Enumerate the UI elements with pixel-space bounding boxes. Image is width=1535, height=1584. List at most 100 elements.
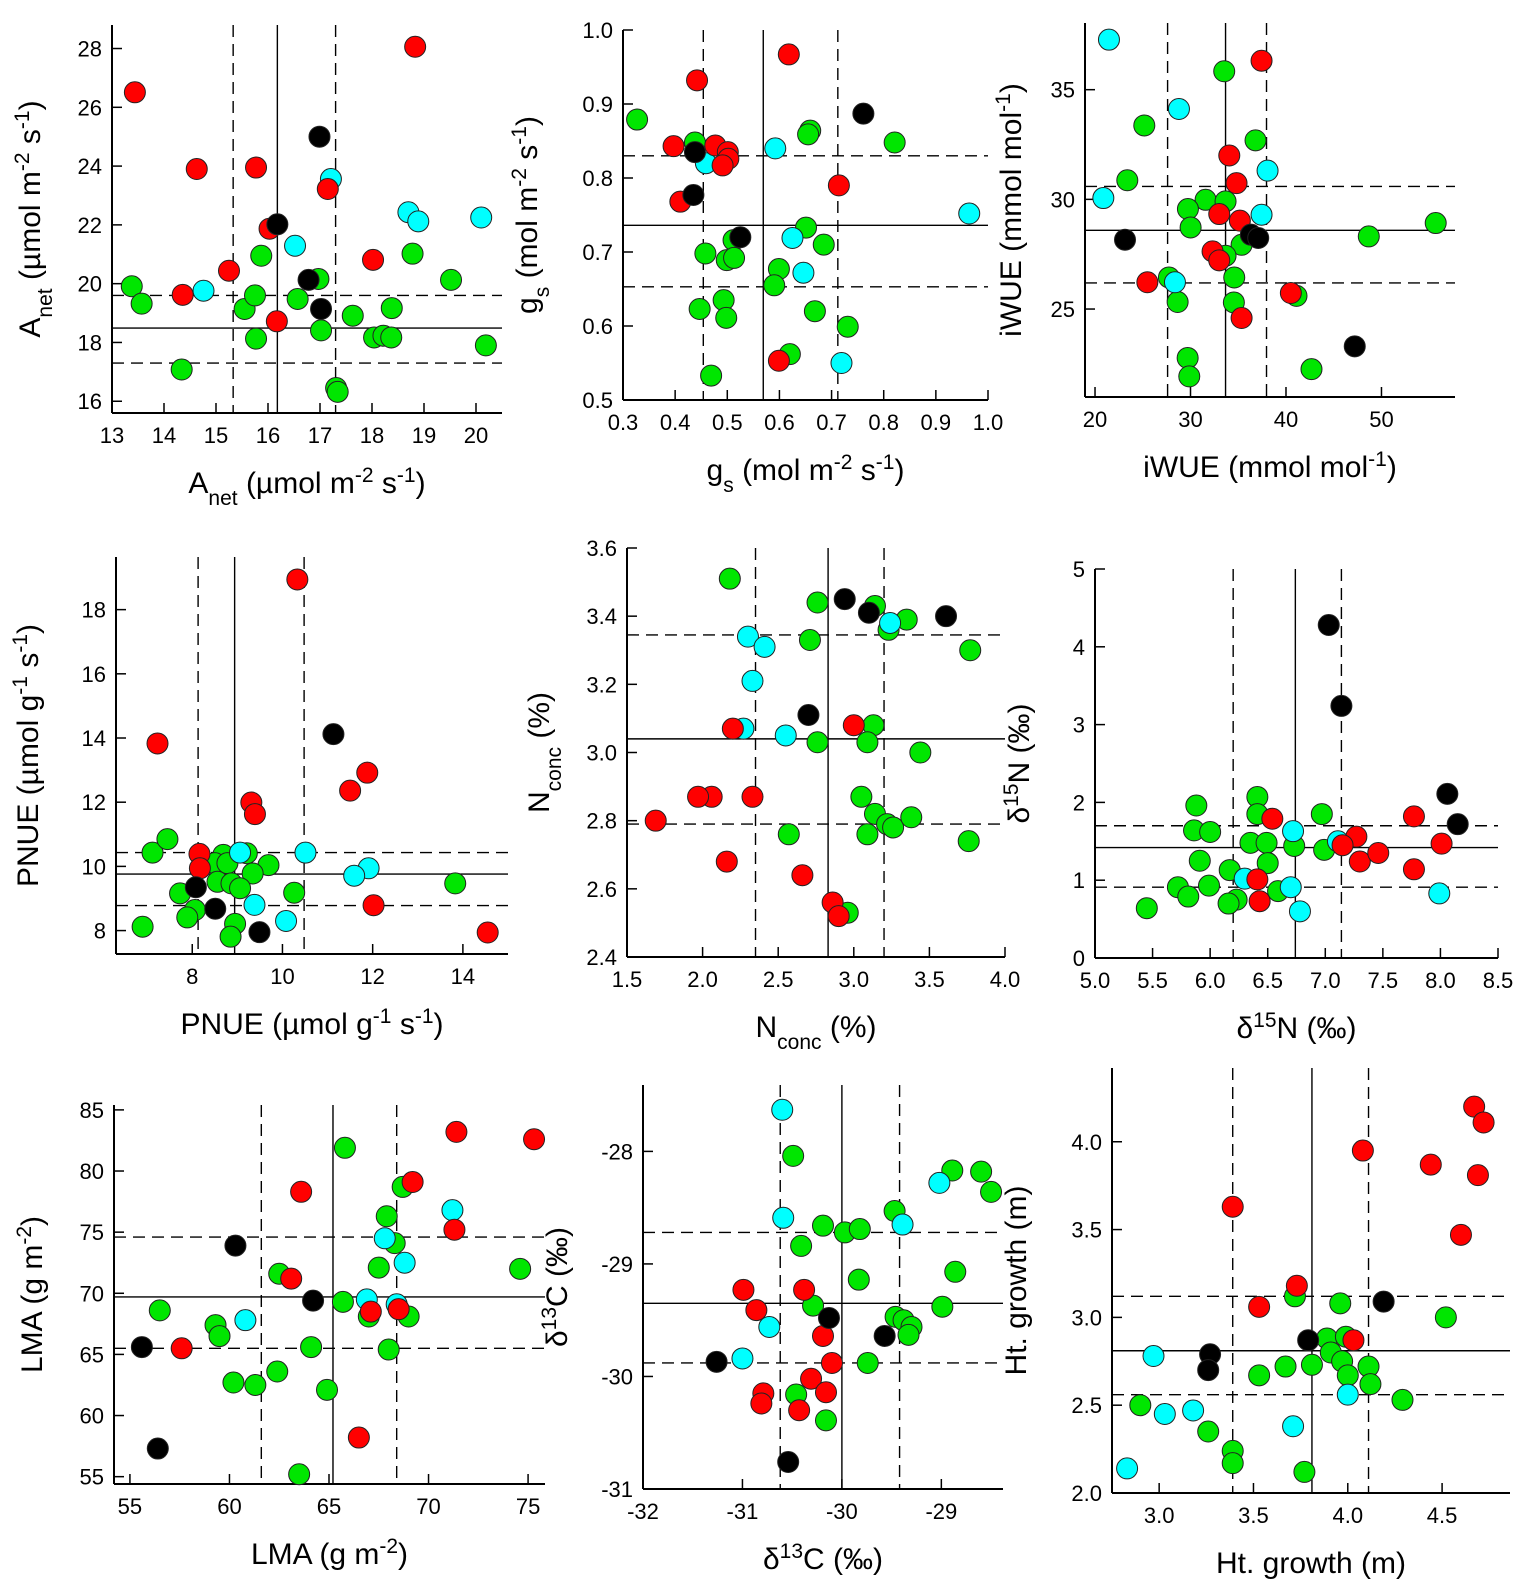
data-point-green (377, 1338, 400, 1361)
y-tick-label: 85 (80, 1098, 104, 1123)
data-point-red (745, 1299, 768, 1322)
data-point-black (204, 897, 227, 920)
data-point-green (266, 1360, 289, 1383)
data-point-red (362, 248, 385, 271)
data-point-red (1430, 832, 1453, 855)
data-point-red (443, 1218, 466, 1241)
data-point-green (341, 304, 364, 327)
y-tick-label: 2.0 (1071, 1481, 1102, 1506)
series-green (1135, 785, 1336, 920)
y-axis-title-part: Ht. growth (m) (1000, 1185, 1033, 1375)
data-point-green (380, 326, 403, 349)
x-tick-label: 40 (1274, 407, 1298, 432)
y-axis-title-part: 13 (538, 1307, 561, 1330)
y-tick-label: 0.7 (582, 240, 613, 265)
data-point-red (1230, 307, 1253, 330)
y-tick-label: 16 (78, 389, 102, 414)
data-point-cyan (772, 1206, 795, 1229)
data-point-green (798, 629, 821, 652)
data-point-green (440, 268, 463, 291)
data-point-black (852, 102, 875, 125)
data-point-green (1176, 346, 1199, 369)
y-axis-title-part: LMA (g m (16, 1245, 49, 1373)
data-point-cyan (781, 226, 804, 249)
data-point-cyan (891, 1213, 914, 1236)
data-point-green (1248, 1364, 1271, 1387)
data-point-green (380, 297, 403, 320)
data-point-red (1351, 1139, 1374, 1162)
x-tick-label: 4.0 (1332, 1503, 1363, 1528)
scatter-panel-1: 13 14 15 16 17 18 19 20 16 18 20 22 24 26 28 Anet (µmol… (11, 25, 502, 510)
data-point-green (244, 284, 266, 307)
series-red (146, 568, 499, 944)
data-point-green (1185, 794, 1208, 817)
series-green (148, 1136, 532, 1486)
x-tick-label: 12 (360, 964, 384, 989)
data-point-cyan (1250, 203, 1273, 226)
y-axis-title: LMA (g m-2) (13, 1216, 50, 1373)
y-tick-label: 0.6 (582, 314, 613, 339)
data-point-black (1330, 694, 1353, 717)
x-tick-label: -32 (627, 1499, 659, 1524)
y-tick-label: 2.8 (586, 809, 617, 834)
data-point-red (827, 174, 850, 197)
data-point-cyan (1182, 1399, 1205, 1422)
data-point-black (266, 213, 289, 236)
data-point-green (286, 287, 309, 310)
data-point-green (1357, 225, 1380, 248)
y-tick-label: 60 (80, 1404, 104, 1429)
data-point-cyan (470, 206, 493, 229)
data-point-green (980, 1180, 1003, 1203)
x-tick-label: -29 (925, 1499, 957, 1524)
y-tick-label: 55 (80, 1465, 104, 1490)
series-green (1129, 1285, 1457, 1483)
x-tick-label: 3.5 (914, 967, 945, 992)
data-point-green (250, 244, 273, 267)
x-tick-label: 8.0 (1425, 968, 1456, 993)
x-axis-title: δ15N (‰) (1236, 1009, 1356, 1046)
x-tick-label: 7.0 (1310, 968, 1341, 993)
x-tick-label: 6.0 (1195, 968, 1226, 993)
series-red (662, 43, 850, 372)
series-cyan (1092, 28, 1279, 294)
x-tick-label: 18 (360, 423, 384, 448)
data-point-cyan (1116, 1457, 1139, 1480)
data-point-black (777, 1450, 800, 1473)
data-point-red (1279, 282, 1302, 305)
data-point-green (718, 567, 741, 590)
series-black (130, 1234, 325, 1460)
data-point-green (1274, 1355, 1297, 1378)
data-point-red (245, 156, 268, 179)
x-axis-title-part: -2 (379, 1535, 398, 1558)
data-point-green (444, 872, 467, 895)
data-point-cyan (1167, 97, 1190, 120)
data-point-red (404, 35, 427, 58)
y-tick-label: 24 (78, 154, 102, 179)
data-point-green (208, 1325, 231, 1348)
data-point-green (1293, 1460, 1316, 1483)
data-point-red (316, 178, 339, 201)
data-point-cyan (771, 1098, 794, 1121)
data-point-green (1133, 114, 1156, 137)
x-axis-title-part: -2 (834, 451, 853, 474)
data-point-red (1225, 172, 1248, 195)
data-point-green (897, 1323, 920, 1346)
data-point-red (445, 1120, 468, 1143)
x-tick-label: 10 (270, 964, 294, 989)
x-axis-title: Ht. growth (m) (1216, 1547, 1406, 1580)
data-point-red (218, 259, 240, 282)
y-tick-label: 4.0 (1071, 1130, 1102, 1155)
x-tick-label: 5.5 (1137, 968, 1168, 993)
series-red (732, 1278, 843, 1422)
data-point-red (1348, 850, 1371, 873)
y-tick-label: 65 (80, 1342, 104, 1367)
data-point-black (184, 876, 207, 899)
x-tick-label: 2.5 (763, 967, 794, 992)
data-point-red (1419, 1153, 1442, 1176)
scatter-panel-9: 3.0 3.5 4.0 4.5 2.0 2.5 3.0 3.5 4.0 Ht. growth (m… (1000, 1068, 1510, 1580)
y-axis-title: Nconc (%) (523, 692, 566, 813)
data-point-green (1300, 1353, 1323, 1376)
x-axis-title: δ13C (‰) (763, 1540, 883, 1577)
data-point-green (131, 915, 154, 938)
